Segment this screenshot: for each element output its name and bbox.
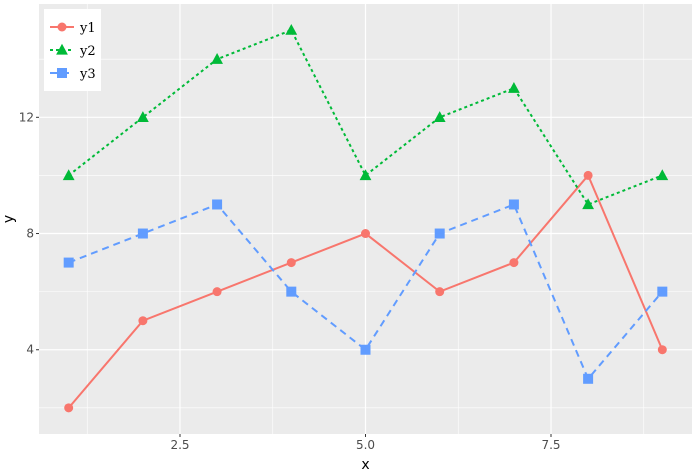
data-point-y2 (211, 53, 223, 64)
legend-label: y3 (79, 67, 96, 82)
legend-item-y3: y3 (50, 67, 96, 82)
y-tick-label: 4 (26, 343, 34, 357)
data-point-y3 (137, 228, 148, 239)
data-point-y1 (583, 170, 593, 180)
data-point-y2 (359, 169, 372, 181)
data-point-y3 (508, 199, 519, 210)
y-axis: 4 8 12 (19, 110, 39, 357)
legend-label: y2 (79, 44, 96, 59)
series-layer (62, 23, 669, 413)
legend-box (44, 9, 101, 91)
x-tick-label: 5.0 (356, 438, 375, 452)
x-tick-label: 7.5 (541, 438, 560, 452)
data-point-y3 (583, 373, 594, 384)
data-point-y1 (286, 258, 296, 268)
series-y2 (62, 23, 669, 210)
x-axis: 2.5 5.0 7.5 (170, 434, 561, 452)
data-point-y1 (361, 229, 370, 239)
data-point-y3 (360, 344, 371, 355)
data-point-y1 (64, 403, 74, 413)
data-point-y2 (62, 169, 75, 181)
y-tick-label: 12 (19, 110, 34, 124)
legend-key-marker (57, 68, 67, 78)
data-point-y3 (63, 257, 74, 268)
y-axis-title: y (1, 215, 17, 223)
series-line-y3 (68, 203, 664, 381)
x-axis-title: x (361, 457, 369, 473)
data-point-y2 (508, 82, 520, 93)
legend-item-y1: y1 (50, 21, 96, 36)
y-tick-label: 8 (26, 227, 34, 241)
data-point-y2 (582, 198, 595, 210)
data-point-y2 (656, 169, 669, 181)
legend-key-marker (56, 43, 68, 55)
legend-item-y2: y2 (50, 43, 96, 59)
data-point-y2 (433, 111, 446, 122)
data-point-y3 (434, 228, 445, 239)
legend-label: y1 (79, 21, 96, 36)
data-point-y2 (136, 111, 149, 122)
data-point-y2 (285, 23, 298, 35)
data-point-y1 (657, 345, 667, 355)
legend: y1 y2 y3 (44, 9, 101, 91)
x-tick-label: 2.5 (170, 438, 189, 452)
data-point-y1 (138, 316, 148, 326)
data-point-y1 (212, 287, 222, 297)
legend-key-marker (57, 22, 67, 32)
data-point-y1 (435, 287, 445, 297)
data-point-y1 (509, 258, 519, 268)
series-y3 (63, 199, 668, 384)
data-point-y3 (657, 286, 668, 297)
data-point-y3 (286, 286, 297, 297)
series-y1 (64, 170, 667, 413)
series-line-y2 (68, 28, 663, 206)
data-point-y3 (212, 199, 223, 210)
